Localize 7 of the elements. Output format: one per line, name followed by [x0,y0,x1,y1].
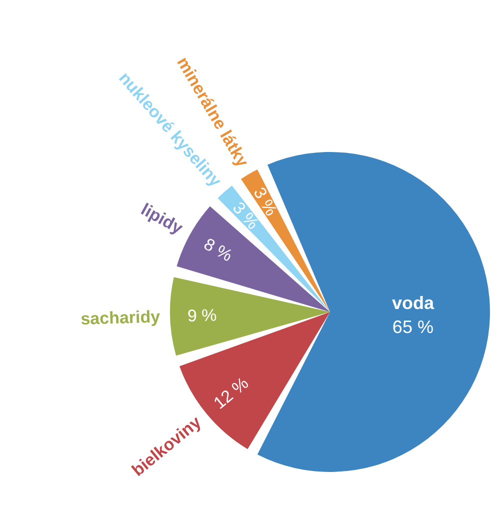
slice-label: voda [392,292,435,313]
slice-label: sacharidy [80,307,161,328]
data-label: 12 % [210,374,252,413]
data-label: 3 % [228,198,262,233]
data-label: 65 % [392,316,434,337]
data-label: 9 % [187,306,217,326]
data-label: 8 % [200,234,236,266]
